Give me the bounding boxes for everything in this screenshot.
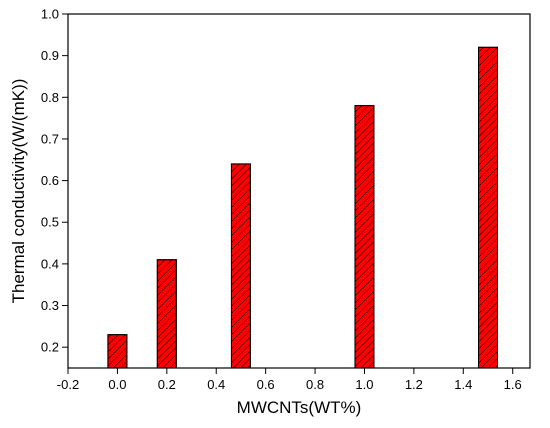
x-tick-label: 0.6 xyxy=(257,377,275,392)
y-tick-label: 0.5 xyxy=(41,215,59,230)
y-tick-label: 0.2 xyxy=(41,340,59,355)
x-tick-label: 0.4 xyxy=(207,377,225,392)
x-tick-label: 0.0 xyxy=(108,377,126,392)
bar-hatch xyxy=(230,163,251,369)
y-tick-label: 0.3 xyxy=(41,298,59,313)
y-tick-label: 0.4 xyxy=(41,256,59,271)
x-tick-label: 1.6 xyxy=(504,377,522,392)
x-tick-label: 1.2 xyxy=(405,377,423,392)
y-tick-label: 0.8 xyxy=(41,90,59,105)
x-tick-label: -0.2 xyxy=(57,377,79,392)
y-tick-label: 0.6 xyxy=(41,173,59,188)
x-tick-label: 1.0 xyxy=(355,377,373,392)
y-axis-title: Thermal conductivity(W/(mK)) xyxy=(9,79,28,304)
y-tick-label: 0.9 xyxy=(41,48,59,63)
bar-hatch xyxy=(156,259,177,369)
bar-hatch xyxy=(478,46,498,369)
bar-hatch xyxy=(107,334,128,369)
x-tick-label: 0.2 xyxy=(158,377,176,392)
x-axis-title: MWCNTs(WT%) xyxy=(237,398,362,417)
x-tick-label: 1.4 xyxy=(454,377,472,392)
y-tick-label: 1.0 xyxy=(41,7,59,22)
bar-hatch xyxy=(354,105,375,369)
plot-frame xyxy=(67,13,531,369)
y-tick-label: 0.7 xyxy=(41,131,59,146)
x-tick-label: 0.8 xyxy=(306,377,324,392)
